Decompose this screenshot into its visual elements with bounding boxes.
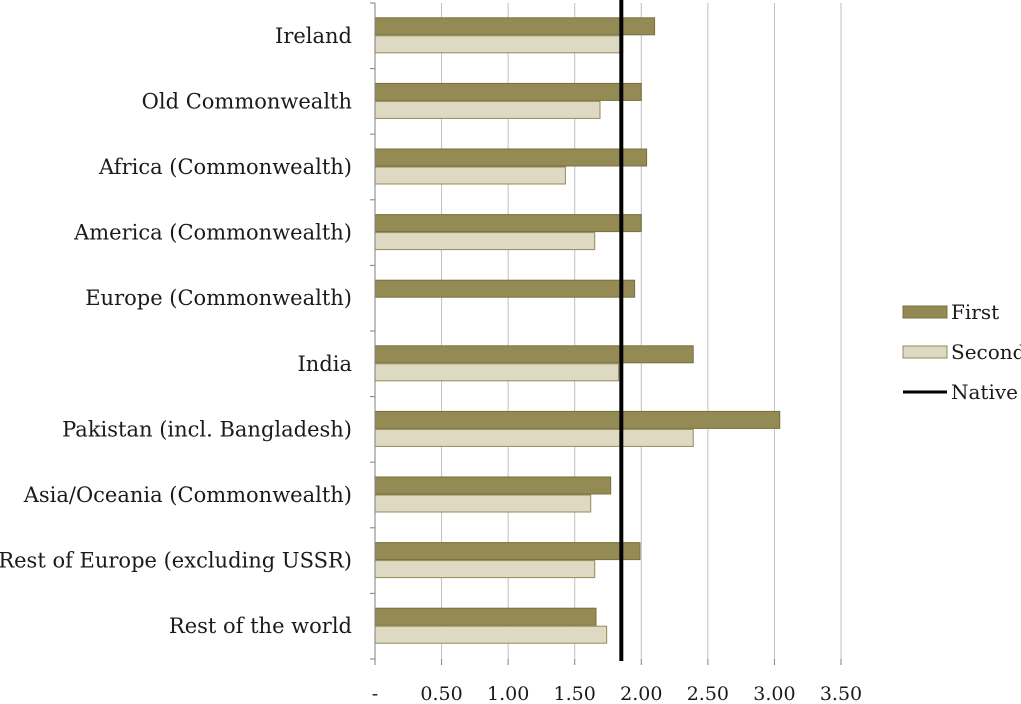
legend-label-native: Native: [951, 380, 1018, 404]
category-labels: Ireland Old Commonwealth Africa (Commonwea…: [0, 24, 352, 638]
bar-first: [374, 279, 636, 298]
bar-first: [374, 82, 642, 101]
bar-first: [374, 476, 612, 495]
bar-first: [374, 17, 656, 36]
x-tick-label: 1.00: [487, 683, 529, 704]
category-label: America (Commonwealth): [73, 221, 352, 245]
legend-label-first: First: [951, 300, 999, 324]
bar-second: [374, 560, 596, 579]
x-tick-label: 2.00: [620, 683, 662, 704]
bar-second: [374, 494, 592, 513]
x-tick-label: -: [372, 683, 378, 704]
x-tick-label: 1.50: [554, 683, 596, 704]
bar-second: [374, 232, 596, 251]
legend-swatch-second: [902, 345, 948, 359]
x-tick-labels: - 0.50 1.00 1.50 2.00 2.50 3.00 3.50: [372, 683, 862, 704]
category-label: India: [298, 352, 353, 376]
bar-second: [374, 428, 694, 447]
x-tick-label: 3.00: [753, 683, 795, 704]
bar-second: [374, 166, 566, 185]
x-tick-label: 3.50: [820, 683, 862, 704]
category-label: Rest of the world: [169, 614, 352, 638]
category-label: Europe (Commonwealth): [85, 286, 352, 310]
bars: [374, 17, 781, 644]
bar-first: [374, 214, 642, 233]
bar-second: [374, 100, 601, 119]
category-label: Rest of Europe (excluding USSR): [0, 549, 352, 573]
bar-second: [374, 625, 608, 644]
bar-first: [374, 607, 597, 626]
bar-second: [374, 35, 624, 54]
axes: [370, 2, 842, 665]
category-label: Ireland: [275, 24, 352, 48]
bar-first: [374, 148, 648, 167]
x-tick-label: 2.50: [687, 683, 729, 704]
category-label: Africa (Commonwealth): [98, 155, 352, 179]
x-tick-label: 0.50: [420, 683, 462, 704]
category-label: Pakistan (incl. Bangladesh): [62, 417, 352, 441]
legend-label-second: Second: [951, 340, 1021, 364]
category-label: Old Commonwealth: [142, 89, 352, 113]
bar-first: [374, 410, 781, 429]
bar-first: [374, 345, 694, 364]
legend: First Second Native: [902, 300, 1021, 404]
legend-swatch-first: [902, 305, 948, 319]
bar-second: [374, 363, 620, 382]
bar-first: [374, 542, 641, 561]
category-label: Asia/Oceania (Commonwealth): [23, 483, 352, 507]
